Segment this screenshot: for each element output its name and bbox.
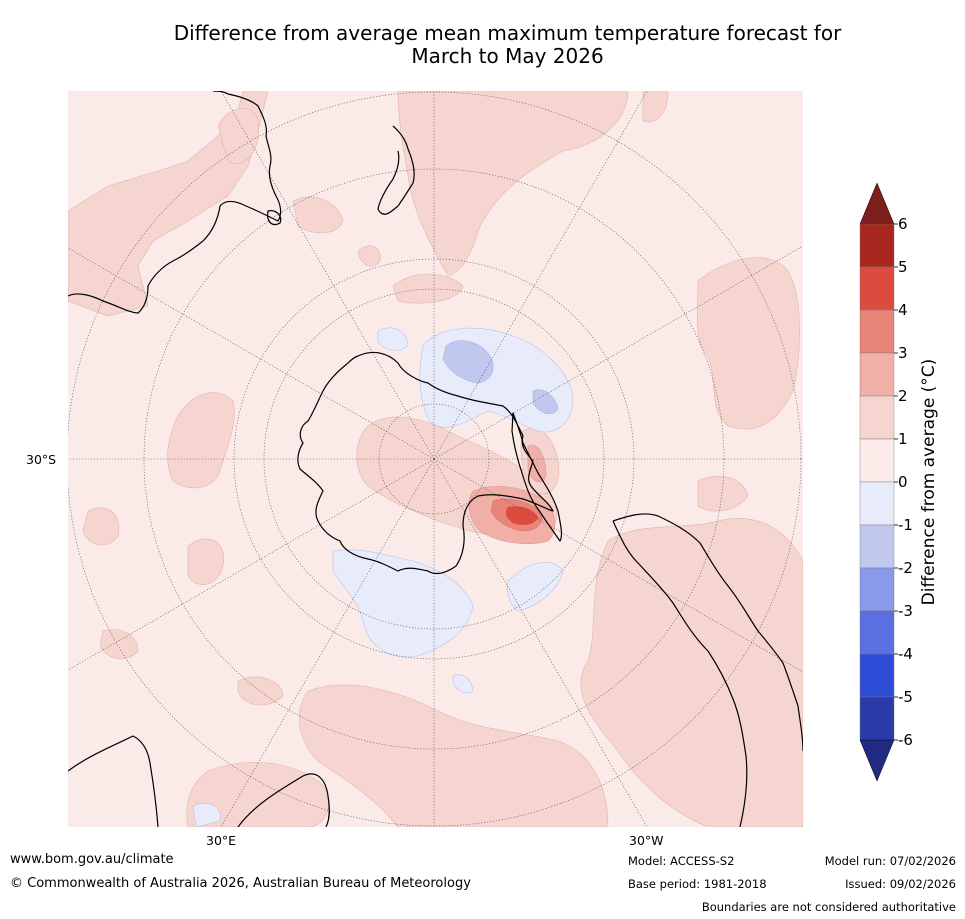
colorbar-swatch-m3_to_m2 bbox=[859, 567, 895, 612]
latitude-circle-60s bbox=[233, 258, 635, 660]
colorbar-tick-label: -3 bbox=[898, 602, 913, 620]
meridian-60w bbox=[433, 458, 803, 673]
longitude-label-30w: 30°W bbox=[629, 833, 664, 848]
footer-copyright: © Commonwealth of Australia 2026, Austra… bbox=[10, 876, 471, 891]
patch-south-america bbox=[580, 518, 803, 827]
meridian-120w bbox=[433, 245, 803, 460]
colorbar-swatch-2_to_3 bbox=[859, 352, 895, 397]
cold-patch-south-small bbox=[452, 674, 474, 694]
cold-patch-sw-corner bbox=[192, 802, 221, 827]
colorbar-swatch-1_to_2 bbox=[859, 395, 895, 440]
meridian-150e bbox=[220, 91, 435, 460]
colorbar-canvas: 6 5 4 3 2 1 0 -1 -2 -3 -4 -5 -6 bbox=[859, 182, 913, 782]
colorbar-tick-label: 5 bbox=[898, 258, 908, 276]
patch-atlantic-east bbox=[697, 475, 749, 512]
colorbar-tick-label: 6 bbox=[898, 215, 908, 233]
colorbar: 6 5 4 3 2 1 0 -1 -2 -3 -4 -5 -6 bbox=[855, 180, 965, 784]
colorbar-swatches bbox=[859, 182, 895, 782]
anomaly-minus-2-to-minus-1-regions bbox=[442, 340, 559, 415]
meridian-30e bbox=[220, 458, 435, 827]
colorbar-tick-label: -1 bbox=[898, 516, 913, 534]
patch-pacific-mid bbox=[392, 273, 464, 304]
colorbar-swatch-m2_to_m1 bbox=[859, 524, 895, 569]
south-america-coast bbox=[612, 513, 803, 752]
colorbar-swatch-5_to_6 bbox=[859, 223, 895, 268]
longitude-label-30e: 30°E bbox=[206, 833, 237, 848]
colorbar-swatch-m4_to_m3 bbox=[859, 610, 895, 655]
colorbar-tick-label: 3 bbox=[898, 344, 908, 362]
anomaly-4-to-5-region bbox=[505, 506, 538, 525]
colorbar-tick-label: 4 bbox=[898, 301, 908, 319]
australia-coast bbox=[68, 91, 282, 314]
new-zealand-north bbox=[392, 125, 415, 207]
latitude-circle-45s bbox=[143, 168, 725, 750]
forecast-map bbox=[68, 91, 803, 827]
patch-pacific-small bbox=[357, 245, 381, 267]
cold-patch-east-antarctic bbox=[332, 549, 474, 658]
colorbar-tick-label: 2 bbox=[898, 387, 908, 405]
colorbar-title: Difference from average (°C) bbox=[919, 358, 939, 606]
colorbar-swatch-m1_to_0 bbox=[859, 481, 895, 526]
meridian-150w bbox=[433, 91, 648, 460]
patch-nz-east bbox=[292, 196, 344, 234]
colorbar-tick-label: 1 bbox=[898, 430, 908, 448]
patch-indian-south-b bbox=[82, 507, 120, 546]
meridian-60e bbox=[68, 458, 435, 671]
colorbar-arrow-above bbox=[859, 182, 895, 225]
colorbar-swatch-m6_to_m5 bbox=[859, 696, 895, 741]
footer-model-run: Model run: 07/02/2026 bbox=[824, 854, 956, 868]
africa-south-east bbox=[237, 773, 330, 827]
meridian-120e bbox=[68, 247, 435, 460]
map-canvas bbox=[68, 91, 803, 827]
title-line-1: Difference from average mean maximum tem… bbox=[173, 21, 842, 45]
cold-patch-ross bbox=[377, 327, 409, 351]
antarctic-peninsula bbox=[511, 412, 563, 542]
title-line-2: March to May 2026 bbox=[411, 44, 604, 68]
colorbar-ticks: 6 5 4 3 2 1 0 -1 -2 -3 -4 -5 -6 bbox=[894, 215, 913, 749]
colorbar-tick-label: -4 bbox=[898, 645, 913, 663]
colorbar-swatch-3_to_4 bbox=[859, 309, 895, 354]
colorbar-swatch-4_to_5 bbox=[859, 266, 895, 311]
patch-tasman bbox=[217, 107, 260, 164]
footer-url[interactable]: www.bom.gov.au/climate bbox=[10, 852, 174, 867]
patch-south-west bbox=[99, 629, 139, 659]
patch-pacific-north bbox=[397, 91, 629, 277]
new-zealand-south bbox=[377, 150, 400, 215]
tasmania bbox=[267, 210, 282, 226]
colorbar-tick-label: -2 bbox=[898, 559, 913, 577]
patch-indian-south-a bbox=[187, 538, 225, 585]
footer-model: Model: ACCESS-S2 bbox=[628, 854, 735, 868]
antarctica-coast bbox=[297, 351, 554, 575]
colorbar-tick-label: -6 bbox=[898, 731, 913, 749]
colorbar-tick-label: 0 bbox=[898, 473, 908, 491]
south-america-west bbox=[612, 520, 748, 827]
patch-east-pacific bbox=[696, 257, 800, 430]
colorbar-swatch-0_to_1 bbox=[859, 438, 895, 483]
africa-south-coast bbox=[68, 735, 159, 827]
colorbar-tick-label: -5 bbox=[898, 688, 913, 706]
cold-patch-weddell-north bbox=[507, 562, 564, 612]
patch-indian-west bbox=[167, 392, 235, 489]
latitude-circle-70s bbox=[263, 288, 605, 630]
meridian-30w bbox=[433, 458, 648, 827]
latitude-label-30s: 30°S bbox=[26, 452, 57, 467]
coastlines bbox=[68, 91, 803, 827]
anomaly-1-to-2-regions bbox=[68, 91, 803, 827]
graticule bbox=[68, 91, 803, 827]
patch-south-small bbox=[237, 676, 284, 706]
footer-base-period: Base period: 1981-2018 bbox=[628, 877, 767, 891]
colorbar-arrow-below bbox=[859, 739, 895, 782]
chart-title: Difference from average mean maximum tem… bbox=[60, 22, 955, 68]
patch-pacific-ne bbox=[642, 91, 669, 123]
footer-boundaries-note: Boundaries are not considered authoritat… bbox=[701, 900, 956, 914]
footer-issued: Issued: 09/02/2026 bbox=[845, 877, 956, 891]
colorbar-swatch-m5_to_m4 bbox=[859, 653, 895, 698]
patch-south-band bbox=[298, 684, 609, 827]
